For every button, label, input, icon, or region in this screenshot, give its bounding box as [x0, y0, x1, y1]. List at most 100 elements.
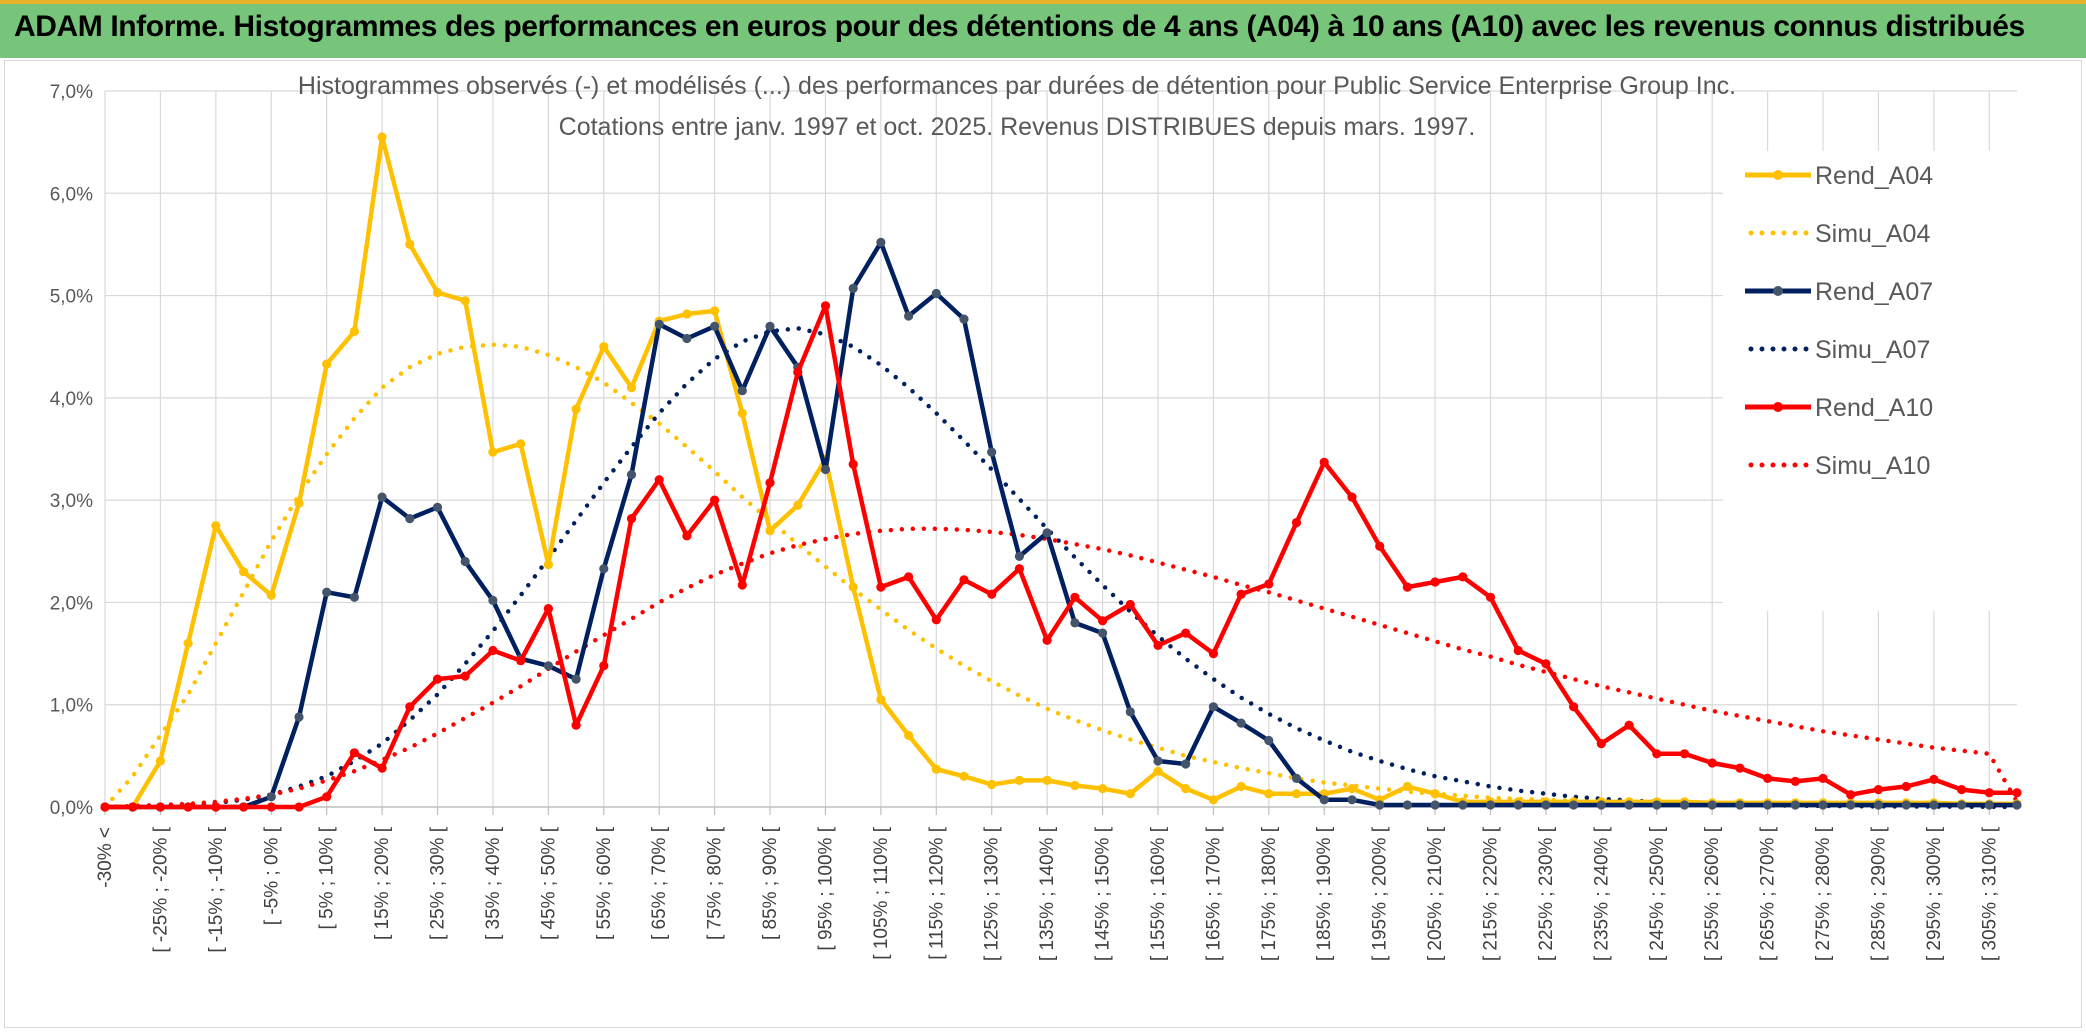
legend-item: Simu_A10 — [1748, 452, 1930, 480]
data-point — [128, 802, 138, 812]
legend: Rend_A04 Simu_A04 Rend_A07 Simu_A07 Rend_A10… — [1723, 151, 2023, 611]
data-point — [1347, 492, 1357, 502]
legend-label: Simu_A07 — [1815, 336, 1930, 364]
data-point — [1208, 795, 1218, 805]
data-point — [1541, 659, 1551, 669]
data-point — [1873, 800, 1883, 810]
data-point — [349, 748, 359, 758]
series-line — [102, 526, 2020, 810]
data-point — [1735, 800, 1745, 810]
data-point — [1098, 616, 1108, 626]
x-tick-label: [ 185% ; 190% [ — [1314, 826, 1335, 961]
data-point — [1181, 759, 1191, 769]
data-point — [349, 326, 359, 336]
data-point — [1430, 800, 1440, 810]
data-point — [377, 132, 387, 142]
data-point — [349, 592, 359, 602]
legend-box — [1723, 151, 2023, 611]
data-point — [1125, 707, 1135, 717]
data-point — [100, 802, 110, 812]
y-tick-label: 4,0% — [50, 389, 93, 410]
series-lines — [100, 132, 2022, 812]
data-point — [1375, 541, 1385, 551]
x-tick-label: [ 205% ; 210% [ — [1425, 826, 1446, 961]
chart-title-line1: Histogrammes observés (-) et modélisés (… — [298, 72, 1736, 100]
data-point — [1846, 800, 1856, 810]
data-point — [1181, 628, 1191, 638]
data-point — [904, 311, 914, 321]
y-tick-label: 7,0% — [50, 82, 93, 103]
x-tick-label: [ 305% ; 310% [ — [1979, 826, 2000, 961]
data-point — [1402, 582, 1412, 592]
data-point — [626, 470, 637, 480]
data-point — [1291, 518, 1302, 528]
y-tick-label: 3,0% — [50, 491, 93, 512]
series-line — [105, 303, 2017, 810]
x-tick-label: [ -5% ; 0% [ — [261, 826, 282, 925]
data-point — [488, 447, 498, 457]
data-point — [1070, 592, 1080, 602]
data-point — [599, 661, 609, 671]
legend-label: Simu_A04 — [1815, 220, 1930, 248]
x-tick-label: [ 295% ; 300% [ — [1924, 826, 1945, 961]
data-point — [266, 590, 276, 600]
data-point — [931, 764, 941, 774]
legend-label: Rend_A04 — [1815, 162, 1933, 190]
data-point — [1984, 800, 1994, 810]
data-point — [516, 656, 526, 666]
legend-label: Simu_A10 — [1815, 452, 1930, 480]
data-point — [1375, 800, 1385, 810]
data-point — [211, 521, 221, 531]
histogram-chart: 0,0% 1,0% 2,0% 3,0% 4,0% 5,0% 6,0% 7,0% -30% < [ … — [50, 72, 2023, 961]
data-point — [959, 314, 969, 324]
legend-item: Rend_A04 — [1745, 162, 1933, 190]
legend-label: Rend_A07 — [1815, 278, 1933, 306]
data-point — [1236, 718, 1246, 728]
x-tick-label: [ 235% ; 240% [ — [1591, 826, 1612, 961]
data-point — [239, 802, 249, 812]
data-point — [1236, 589, 1246, 599]
data-point — [516, 439, 526, 449]
data-point — [266, 802, 276, 812]
data-point — [959, 771, 969, 781]
data-point — [460, 671, 470, 681]
x-tick-label: [ 75% ; 80% [ — [705, 826, 726, 940]
legend-item: Rend_A07 — [1745, 278, 1933, 306]
data-point — [1070, 618, 1080, 628]
x-tick-label: [ 25% ; 30% [ — [428, 826, 449, 940]
legend-item: Rend_A10 — [1745, 394, 1933, 422]
data-point — [1014, 551, 1024, 561]
x-tick-label: [ 105% ; 110% [ — [871, 826, 892, 959]
data-point — [1873, 785, 1883, 795]
data-point — [1846, 790, 1856, 800]
data-point — [1763, 800, 1773, 810]
x-tick-label: [ 55% ; 60% [ — [594, 826, 615, 940]
data-point — [543, 661, 554, 671]
data-point — [1014, 564, 1024, 574]
data-point — [1236, 781, 1246, 792]
data-point — [432, 674, 443, 684]
data-point — [1735, 763, 1745, 773]
data-point — [626, 383, 637, 393]
data-point — [2012, 788, 2022, 798]
data-point — [710, 306, 720, 316]
data-point — [1291, 773, 1302, 784]
data-point — [1624, 720, 1634, 730]
x-tick-label: [ 135% ; 140% [ — [1037, 826, 1058, 961]
data-point — [1652, 749, 1662, 759]
data-point — [1818, 800, 1828, 810]
data-point — [1319, 795, 1329, 805]
data-point — [405, 514, 415, 524]
data-point — [239, 567, 249, 577]
legend-marker — [1773, 170, 1783, 180]
data-point — [1208, 702, 1218, 712]
data-point — [377, 492, 387, 502]
data-point — [1652, 800, 1662, 810]
data-point — [1125, 789, 1135, 799]
data-point — [1181, 784, 1191, 794]
series-line — [105, 134, 2017, 810]
data-point — [543, 560, 554, 570]
data-point — [1208, 649, 1218, 659]
y-tick-label: 5,0% — [50, 287, 93, 308]
